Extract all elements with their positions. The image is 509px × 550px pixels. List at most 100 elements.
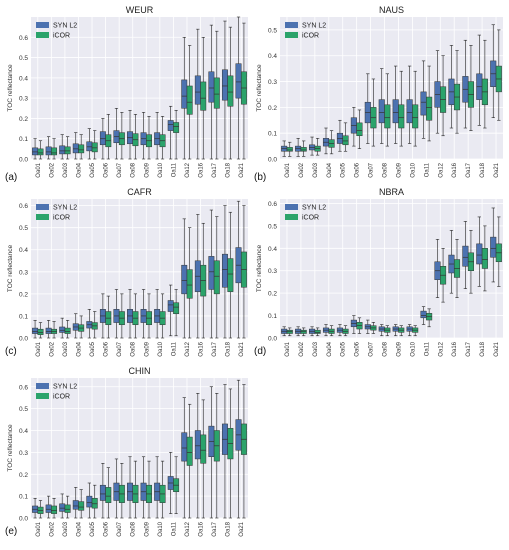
legend-label: iCOR bbox=[53, 215, 70, 222]
box-icor-oa02 bbox=[300, 327, 307, 337]
box-icor-oa09 bbox=[398, 70, 405, 147]
x-tick-label: Oa16 bbox=[199, 341, 205, 356]
box-icor-oa10 bbox=[159, 293, 166, 339]
x-tick-label: Oa09 bbox=[144, 521, 150, 536]
x-tick-label: Oa12 bbox=[185, 341, 191, 356]
box-iqr bbox=[200, 434, 207, 464]
box-icor-oa03 bbox=[314, 327, 321, 337]
box-iqr bbox=[194, 430, 201, 460]
x-tick-label: Oa21 bbox=[239, 162, 245, 177]
box-icor-oa05 bbox=[91, 130, 98, 160]
legend-label: SYN L2 bbox=[53, 384, 77, 391]
box-syn-l2-oa06 bbox=[99, 293, 106, 339]
x-tick-label: Oa12 bbox=[185, 162, 191, 177]
box-syn-l2-oa07 bbox=[113, 289, 120, 339]
box-iqr bbox=[64, 327, 71, 334]
y-tick-label: 0.2 bbox=[268, 105, 277, 112]
y-axis-label: TOC reflectance bbox=[256, 64, 263, 112]
box-icor-oa06 bbox=[105, 114, 112, 160]
box-iqr bbox=[78, 501, 85, 511]
panel-label: (d) bbox=[254, 346, 266, 357]
box-iqr bbox=[227, 75, 234, 107]
x-tick-label: Oa09 bbox=[144, 341, 150, 356]
legend-swatch bbox=[285, 214, 298, 220]
box-iqr bbox=[213, 77, 220, 109]
box-iqr bbox=[286, 329, 293, 334]
box-iqr bbox=[37, 328, 44, 335]
x-tick-label: Oa04 bbox=[76, 521, 82, 536]
x-tick-label: Oa01 bbox=[36, 341, 42, 356]
y-tick-label: 0.1 bbox=[19, 313, 28, 320]
x-tick-label: Oa03 bbox=[63, 521, 69, 536]
legend-label: iCOR bbox=[302, 215, 319, 222]
box-icor-oa16 bbox=[453, 50, 461, 134]
x-tick-label: Oa06 bbox=[104, 341, 110, 356]
box-iqr bbox=[86, 141, 93, 152]
y-tick-label: 0.5 bbox=[19, 225, 28, 232]
box-iqr bbox=[91, 498, 98, 509]
y-tick-label: 0.0 bbox=[19, 516, 28, 523]
x-tick-label: Oa17 bbox=[466, 341, 472, 356]
box-syn-l2-oa03 bbox=[59, 134, 66, 160]
x-tick-label: Oa06 bbox=[355, 341, 361, 356]
x-tick-label: Oa02 bbox=[49, 521, 55, 536]
box-iqr bbox=[186, 85, 193, 115]
x-tick-label: Oa08 bbox=[131, 521, 137, 536]
x-tick-label: Oa05 bbox=[341, 162, 347, 177]
box-iqr bbox=[221, 69, 228, 101]
x-tick-label: Oa03 bbox=[313, 162, 319, 177]
y-tick-label: 0.4 bbox=[268, 246, 277, 253]
y-tick-label: 0.4 bbox=[268, 53, 277, 60]
legend-swatch bbox=[285, 22, 298, 28]
y-tick-label: 0.5 bbox=[268, 223, 277, 230]
x-tick-label: Oa09 bbox=[396, 162, 402, 177]
box-iqr bbox=[181, 79, 188, 109]
box-syn-l2-oa07 bbox=[364, 319, 371, 334]
chart-title: NBRA bbox=[379, 187, 404, 197]
x-tick-label: Oa03 bbox=[63, 162, 69, 177]
box-icor-oa07 bbox=[370, 322, 377, 334]
x-tick-label: Oa05 bbox=[341, 341, 347, 356]
box-iqr bbox=[490, 236, 497, 258]
y-tick-label: 0.0 bbox=[19, 157, 28, 164]
y-tick-label: 0.6 bbox=[268, 201, 277, 208]
x-tick-label: Oa09 bbox=[396, 341, 402, 356]
x-tick-label: Oa12 bbox=[438, 162, 444, 177]
legend-swatch bbox=[36, 383, 49, 389]
legend: SYN L2 iCOR bbox=[36, 383, 77, 401]
box-icor-oa01 bbox=[286, 327, 293, 337]
y-tick-label: 0.0 bbox=[268, 336, 277, 343]
panel-label: (b) bbox=[254, 172, 266, 183]
box-iqr bbox=[91, 142, 98, 153]
box-icor-oa01 bbox=[286, 141, 293, 157]
box-syn-l2-oa17 bbox=[208, 24, 215, 160]
box-iqr bbox=[462, 245, 469, 267]
x-tick-label: Oa10 bbox=[410, 341, 416, 356]
y-tick-label: 0.4 bbox=[19, 247, 28, 254]
x-tick-label: Oa08 bbox=[131, 162, 137, 177]
y-tick-label: 0.3 bbox=[268, 79, 277, 86]
box-iqr bbox=[99, 131, 106, 146]
box-iqr bbox=[406, 99, 413, 124]
box-icor-oa16 bbox=[200, 36, 207, 160]
y-tick-label: 0.5 bbox=[268, 27, 277, 34]
box-icor-oa12 bbox=[186, 403, 193, 519]
box-icor-oa11 bbox=[173, 110, 180, 160]
box-syn-l2-oa09 bbox=[392, 65, 399, 144]
x-tick-label: Oa07 bbox=[117, 341, 123, 356]
box-icor-oa07 bbox=[118, 112, 125, 160]
box-syn-l2-oa08 bbox=[127, 289, 133, 339]
box-icor-oa18 bbox=[227, 211, 234, 339]
chart-panel-naus: 0.0 0.1 0.2 0.3 0.4 0.5 Oa01 Oa02 Oa03 Oa04 Oa05 Oa… bbox=[254, 5, 503, 183]
legend-swatch bbox=[36, 214, 49, 220]
box-iqr bbox=[186, 269, 193, 299]
box-iqr bbox=[64, 146, 71, 155]
panel-label: (e) bbox=[5, 526, 17, 537]
y-tick-label: 0.1 bbox=[19, 136, 28, 143]
x-tick-label: Oa04 bbox=[327, 162, 333, 177]
y-tick-label: 0.4 bbox=[19, 75, 28, 82]
box-syn-l2-oa18 bbox=[476, 216, 483, 287]
box-icor-oa10 bbox=[412, 325, 419, 337]
x-tick-label: Oa02 bbox=[49, 162, 55, 177]
